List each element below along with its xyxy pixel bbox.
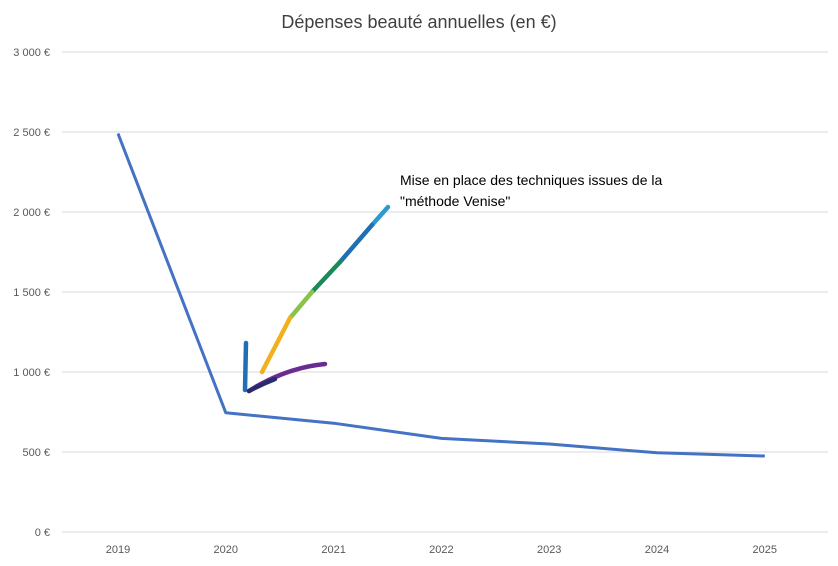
x-tick-label: 2025	[753, 544, 777, 556]
x-tick-label: 2021	[321, 544, 345, 556]
x-tick-label: 2019	[106, 544, 130, 556]
arrow-stroke	[242, 340, 249, 393]
y-tick-label: 1 000 €	[13, 367, 50, 379]
y-tick-label: 1 500 €	[13, 287, 50, 299]
gridlines	[62, 51, 828, 533]
x-tick-label: 2020	[214, 544, 238, 556]
x-tick-label: 2023	[537, 544, 561, 556]
x-axis-tick-labels: 2019 2020 2021 2022 2023 2024 2025	[106, 544, 777, 556]
y-tick-label: 2 000 €	[13, 207, 50, 219]
x-tick-label: 2022	[429, 544, 453, 556]
series-line	[116, 133, 765, 458]
arrow-stroke	[287, 289, 315, 321]
chart-title: Dépenses beauté annuelles (en €)	[281, 12, 556, 32]
arrow-stroke	[337, 222, 375, 265]
annotation-text-line-1: Mise en place des techniques issues de l…	[400, 172, 662, 188]
arrow-stroke	[369, 204, 391, 228]
y-tick-label: 0 €	[35, 527, 50, 539]
arrow-stroke	[246, 376, 278, 394]
x-tick-label: 2024	[645, 544, 669, 556]
arrow-stroke	[309, 259, 343, 295]
y-tick-label: 3 000 €	[13, 47, 50, 59]
y-axis-tick-labels: 0 € 500 € 1 000 € 1 500 € 2 000 € 2 500 € 3 00…	[13, 47, 50, 539]
y-tick-label: 2 500 €	[13, 127, 50, 139]
annotation-arrow	[242, 204, 391, 394]
y-tick-label: 500 €	[22, 447, 50, 459]
series-lines	[116, 133, 765, 458]
arrow-stroke	[259, 315, 293, 375]
annotation-text-line-2: "méthode Venise"	[400, 193, 510, 209]
